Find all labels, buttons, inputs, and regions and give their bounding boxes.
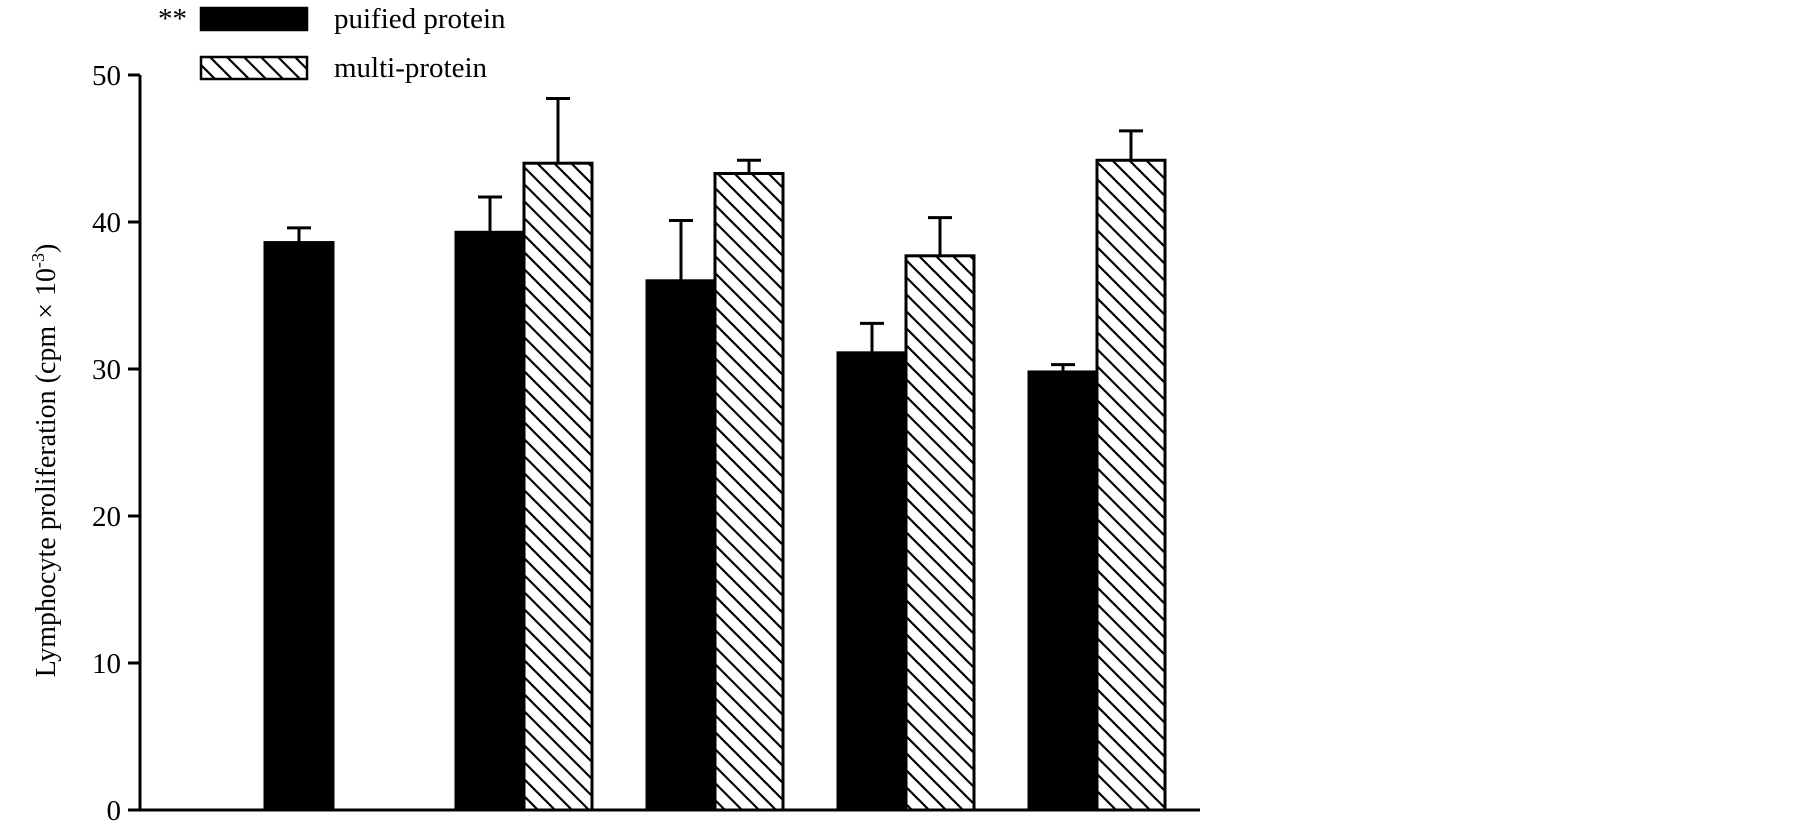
y-axis-label: Lymphocyte proliferation (cpm × 10-3) [28, 244, 62, 678]
legend-swatch-puified-protein [199, 6, 309, 32]
bar-multi-protein-2 [522, 161, 594, 812]
y-axis-label-superscript: -3 [28, 253, 48, 268]
legend-marker-text: ** [158, 3, 187, 35]
y-tick-label: 30 [92, 354, 121, 386]
bar-multi-protein-3 [713, 171, 785, 812]
y-tick-label: 40 [92, 207, 121, 239]
y-axis-label-prefix: Lymphocyte proliferation (cpm × 10 [31, 268, 62, 677]
error-bars [287, 97, 1143, 372]
axes: 0 10 20 30 40 50 Lymphocyte proliferation (cpm… [28, 60, 1200, 827]
legend-label-multi-protein: multi-protein [334, 52, 488, 84]
bar-puified-protein-1 [263, 241, 335, 812]
y-tick-label: 50 [92, 60, 121, 92]
y-tick-label: 0 [107, 795, 122, 827]
legend: ** puified protein multi-protein [158, 3, 506, 84]
legend-swatch-multi-protein [199, 55, 309, 81]
y-tick-label: 10 [92, 648, 121, 680]
legend-label-puified-protein: puified protein [334, 3, 506, 35]
bar-multi-protein-5 [1095, 158, 1167, 812]
y-axis-label-suffix: ) [31, 244, 62, 253]
bar-puified-protein-2 [454, 230, 526, 812]
bar-puified-protein-3 [645, 279, 717, 812]
bar-puified-protein-5 [1027, 370, 1099, 812]
bars [263, 158, 1167, 812]
y-tick-label: 20 [92, 501, 121, 533]
bar-multi-protein-4 [904, 254, 976, 812]
bar-puified-protein-4 [836, 351, 908, 812]
